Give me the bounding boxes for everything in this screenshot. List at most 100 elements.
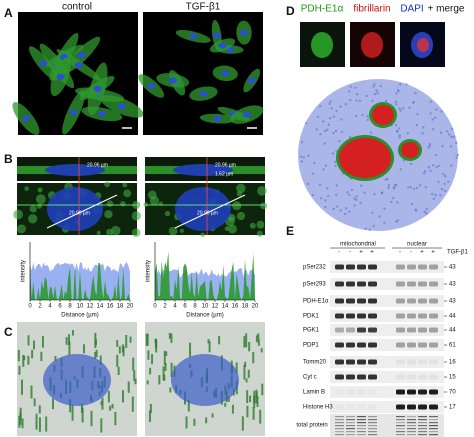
spike — [94, 332, 97, 349]
dot — [345, 207, 348, 210]
spike — [100, 418, 103, 433]
band — [335, 298, 344, 304]
x-tick-label: 10 — [202, 304, 209, 310]
dot — [329, 100, 332, 103]
spike — [151, 354, 154, 365]
spike — [146, 380, 149, 385]
nucleus-signal — [361, 32, 383, 58]
blot-strip — [330, 324, 444, 336]
band — [429, 264, 438, 270]
protein-label: Lamin B — [303, 390, 325, 396]
gel-band — [368, 419, 377, 421]
dot — [455, 156, 458, 159]
texture — [123, 189, 132, 198]
spike — [257, 333, 260, 340]
spike — [30, 385, 33, 399]
gel-band — [418, 416, 427, 418]
spike — [168, 332, 171, 339]
dot — [387, 186, 390, 190]
dot — [387, 184, 391, 187]
gel-band — [396, 422, 405, 424]
kda-label: 15 — [449, 375, 456, 381]
measurement: 20.96 µm — [87, 162, 108, 168]
spike — [99, 355, 102, 365]
spike — [243, 364, 246, 380]
spike — [116, 340, 119, 347]
profile-line — [46, 194, 118, 229]
spike — [94, 352, 97, 359]
dot — [441, 144, 444, 148]
dot — [408, 106, 411, 109]
spike — [185, 416, 188, 429]
band — [407, 404, 416, 410]
dot — [428, 142, 432, 146]
kda-label: 61 — [449, 343, 456, 349]
dot — [332, 131, 335, 135]
spike — [129, 336, 132, 343]
dot — [434, 193, 437, 197]
dot — [334, 164, 337, 167]
gel-band — [418, 419, 427, 421]
band — [396, 298, 405, 304]
texture — [164, 210, 171, 217]
gel-band — [346, 419, 355, 421]
dot — [407, 186, 410, 189]
band — [407, 342, 416, 348]
dot — [428, 144, 432, 148]
dot — [434, 153, 437, 157]
spike — [164, 362, 167, 371]
band — [335, 342, 344, 348]
treatment-sign: - — [399, 250, 401, 256]
gel-band — [418, 425, 427, 427]
dot — [370, 131, 373, 134]
dot — [359, 201, 362, 205]
dot — [321, 120, 325, 123]
band — [396, 281, 405, 287]
dot — [323, 142, 327, 145]
kda-label: 43 — [449, 282, 456, 288]
xy-nucleus — [47, 187, 103, 231]
spike — [132, 357, 135, 371]
band — [429, 298, 438, 304]
channel-label: + merge — [428, 4, 465, 15]
band — [335, 405, 344, 410]
dot — [398, 107, 401, 110]
gel-band — [368, 434, 377, 436]
nucleolus-core — [372, 105, 394, 125]
spike — [90, 410, 93, 427]
x-tick-label: 4 — [173, 304, 177, 310]
band — [418, 281, 427, 287]
dot — [439, 194, 442, 197]
dot — [415, 186, 419, 190]
dot — [335, 193, 338, 197]
kda-label: 43 — [449, 299, 456, 305]
gel-band — [429, 431, 438, 433]
spike — [253, 395, 256, 408]
dot — [330, 107, 333, 110]
band — [368, 405, 377, 410]
band — [429, 359, 438, 365]
gel-band — [357, 416, 366, 418]
band — [368, 390, 377, 395]
texture — [120, 201, 126, 207]
spike — [68, 334, 71, 346]
panel-letter: A — [4, 6, 13, 20]
dot — [300, 140, 304, 144]
group-label: mitochondrial — [340, 242, 376, 248]
band — [407, 374, 416, 380]
x-tick-label: 12 — [212, 304, 219, 310]
spike — [69, 399, 72, 413]
dot — [423, 210, 427, 214]
dot — [350, 188, 354, 192]
spike — [133, 370, 136, 381]
band — [418, 264, 427, 270]
spike — [246, 390, 249, 404]
kda-label: 44 — [449, 328, 456, 334]
spike — [187, 399, 190, 412]
spike — [114, 412, 117, 426]
dot — [322, 168, 325, 171]
texture — [104, 210, 113, 219]
panel-letter: B — [4, 152, 13, 166]
texture — [260, 202, 268, 210]
